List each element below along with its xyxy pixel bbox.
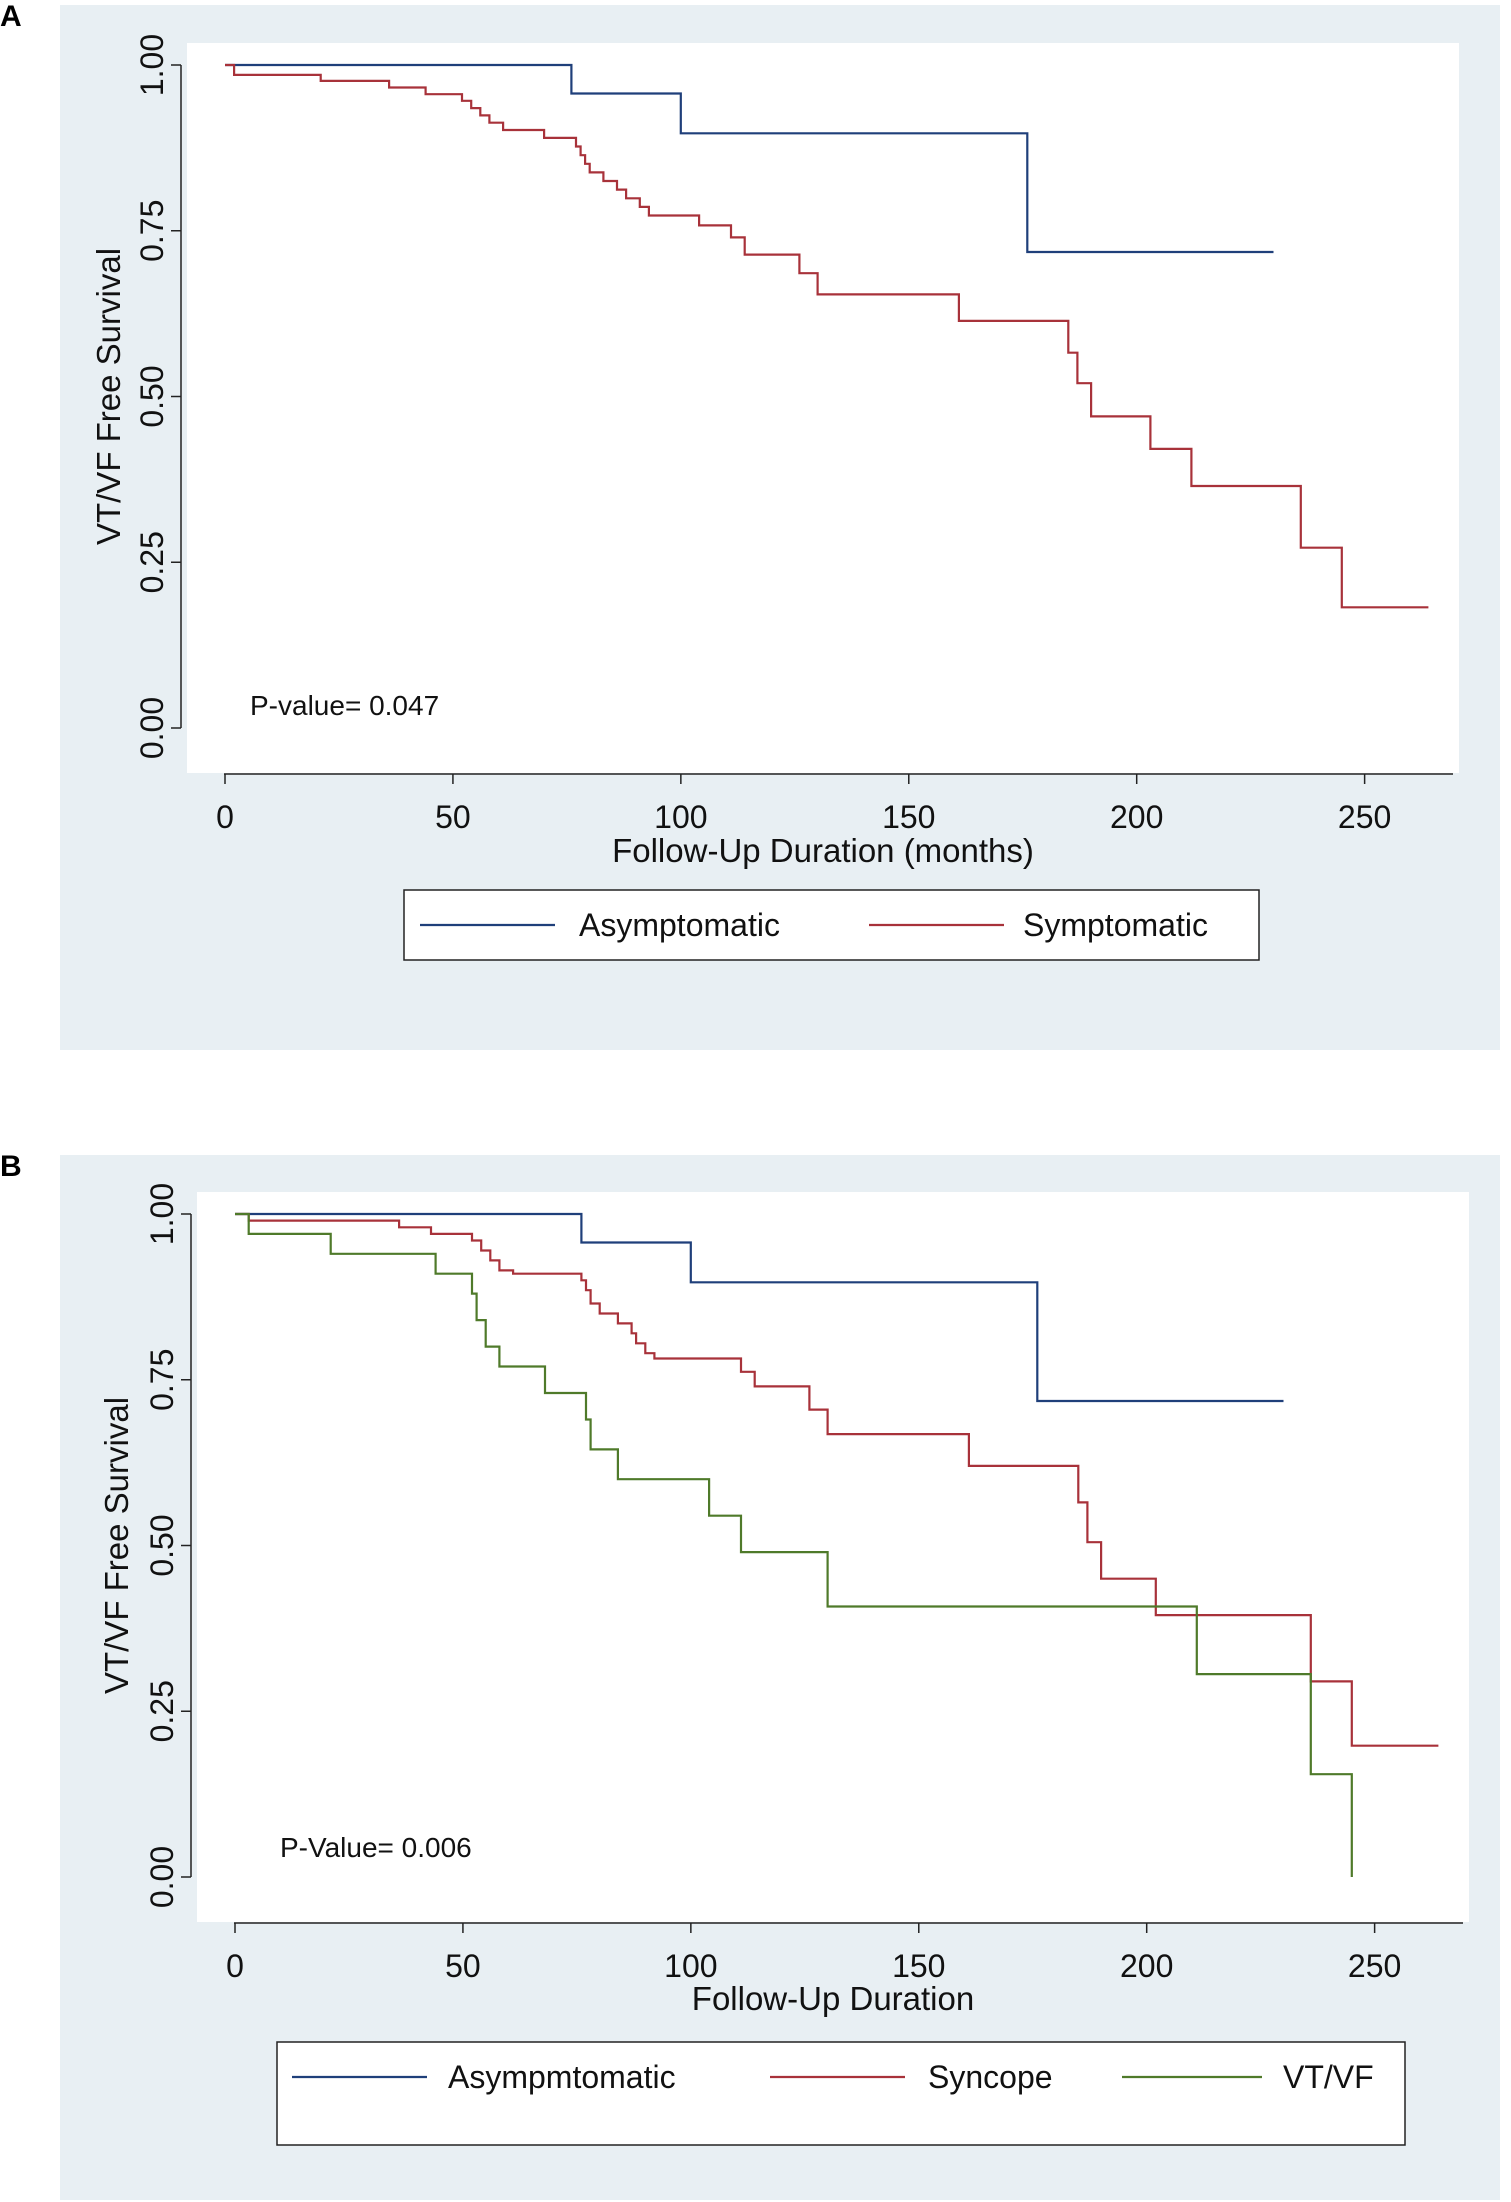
legend-label-asympmtomatic: Asympmtomatic bbox=[448, 2059, 676, 2095]
y-axis-title: VT/VF Free Survival bbox=[98, 1397, 135, 1694]
x-tick-label: 250 bbox=[1338, 799, 1391, 835]
x-axis-title: Follow-Up Duration (months) bbox=[612, 832, 1034, 869]
y-tick-label: 1.00 bbox=[134, 34, 170, 96]
y-tick-label: 0.25 bbox=[134, 531, 170, 593]
series-line-syncope bbox=[235, 1212, 1439, 1747]
panel-a-label: A bbox=[0, 0, 22, 33]
y-tick-label: 0.25 bbox=[144, 1680, 180, 1742]
x-tick-label: 150 bbox=[882, 799, 935, 835]
p-value-annotation: P-value= 0.047 bbox=[250, 690, 439, 721]
series-line-asympmtomatic bbox=[235, 1212, 1284, 1403]
x-tick-label: 250 bbox=[1348, 1948, 1401, 1984]
y-tick-label: 0.50 bbox=[134, 365, 170, 427]
chart-panel-b: 0 50 100 150 200 250 0.00 0.25 0.50 0.75 1.00 Follo… bbox=[60, 1155, 1500, 2200]
legend-label-syncope: Syncope bbox=[928, 2059, 1053, 2095]
plot-area bbox=[187, 43, 1459, 773]
y-axis-title: VT/VF Free Survival bbox=[90, 248, 127, 545]
y-tick-label: 1.00 bbox=[144, 1183, 180, 1245]
chart-panel-a: 0 50 100 150 200 250 0.00 0.25 0.50 0.75 1.00 Follo… bbox=[60, 5, 1500, 1050]
x-tick-label: 50 bbox=[435, 799, 471, 835]
series-line-vt-vf bbox=[235, 1212, 1353, 1877]
legend-box bbox=[276, 2041, 1406, 2146]
x-tick-label: 150 bbox=[892, 1948, 945, 1984]
x-tick-label: 0 bbox=[226, 1948, 244, 1984]
series-line-asymptomatic bbox=[225, 63, 1274, 254]
legend-label-symptomatic: Symptomatic bbox=[1023, 907, 1208, 943]
series-line-symptomatic bbox=[225, 63, 1429, 609]
x-tick-label: 100 bbox=[664, 1948, 717, 1984]
x-tick-label: 200 bbox=[1110, 799, 1163, 835]
x-axis-title: Follow-Up Duration bbox=[692, 1980, 974, 2017]
y-tick-label: 0.50 bbox=[144, 1514, 180, 1576]
legend-label-asymptomatic: Asymptomatic bbox=[579, 907, 780, 943]
y-tick-label: 0.00 bbox=[134, 697, 170, 759]
legend-label-vt-vf: VT/VF bbox=[1283, 2059, 1374, 2095]
y-tick-label: 0.00 bbox=[144, 1846, 180, 1908]
p-value-annotation: P-Value= 0.006 bbox=[280, 1832, 472, 1863]
plot-area bbox=[197, 1192, 1469, 1922]
y-tick-label: 0.75 bbox=[144, 1349, 180, 1411]
x-tick-label: 50 bbox=[445, 1948, 481, 1984]
panel-b-label: B bbox=[0, 1150, 22, 1183]
x-tick-label: 0 bbox=[216, 799, 234, 835]
x-tick-label: 100 bbox=[654, 799, 707, 835]
x-tick-label: 200 bbox=[1120, 1948, 1173, 1984]
y-tick-label: 0.75 bbox=[134, 200, 170, 262]
